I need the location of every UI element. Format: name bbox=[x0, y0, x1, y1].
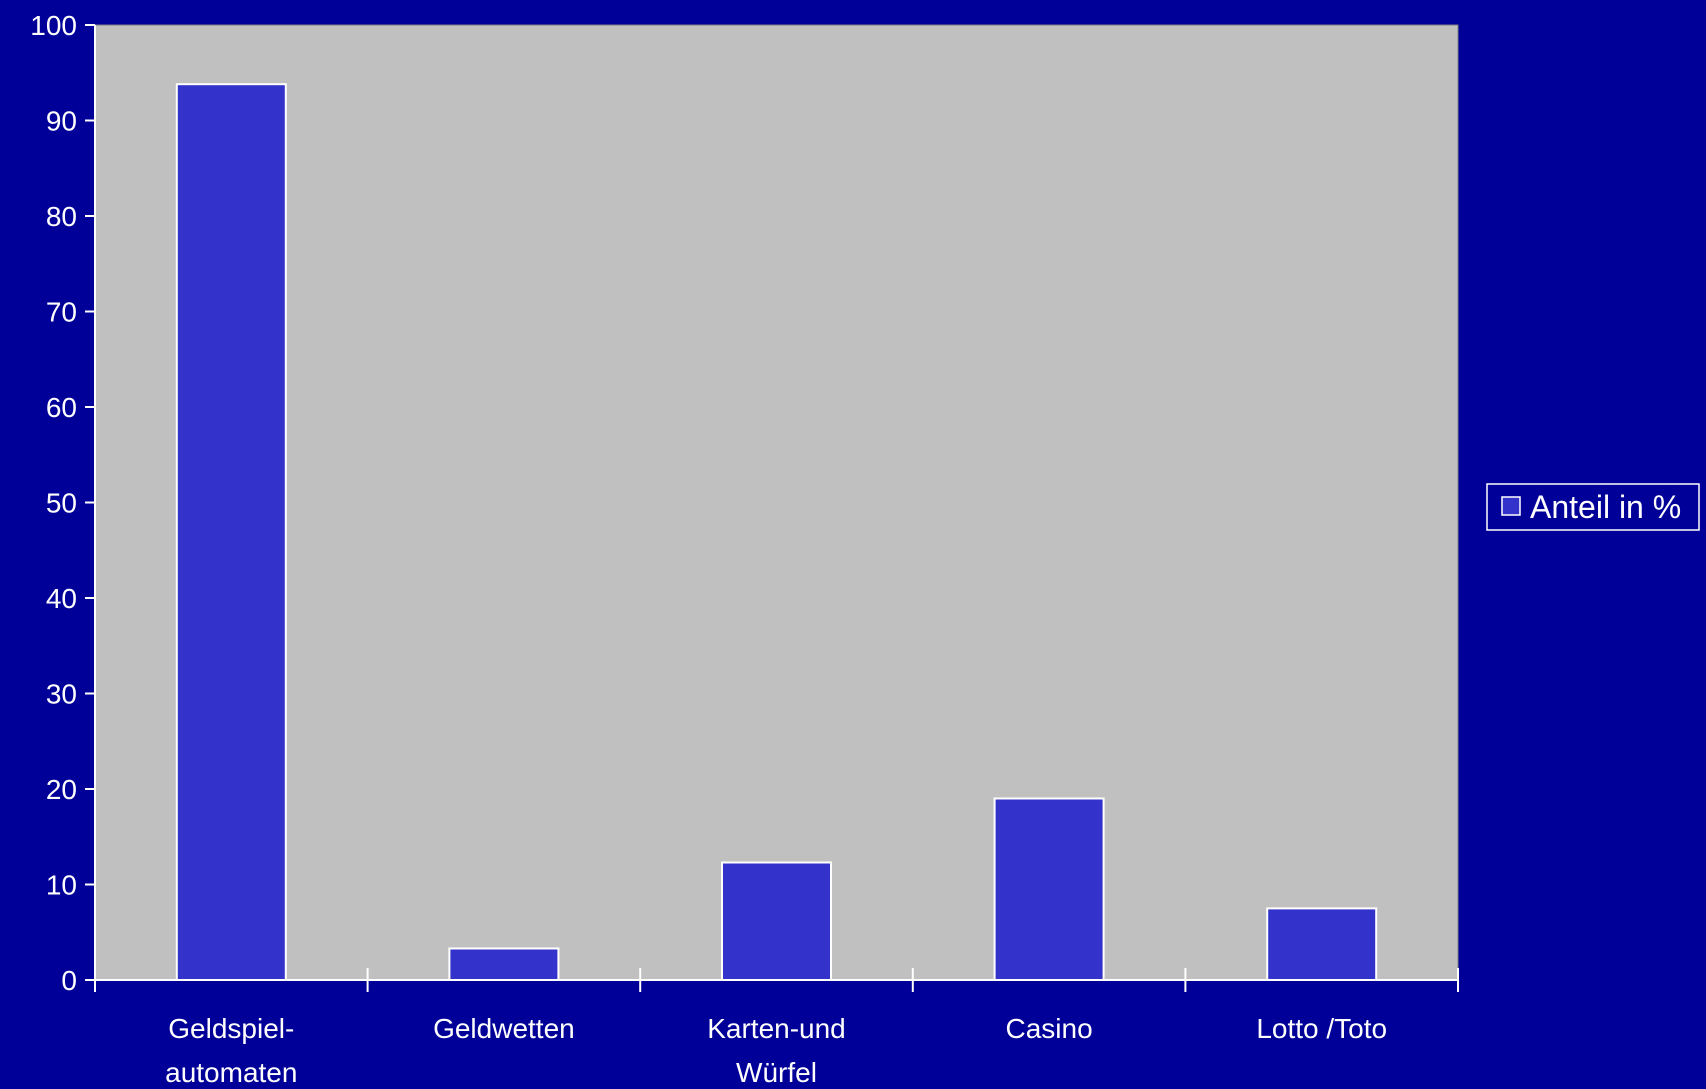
axes-group bbox=[85, 24, 1459, 992]
y-tick-label-100: 100 bbox=[30, 10, 77, 41]
bar-2 bbox=[721, 861, 832, 981]
y-tick-label-60: 60 bbox=[46, 392, 77, 423]
y-tick-label-80: 80 bbox=[46, 201, 77, 232]
y-tick-label-0: 0 bbox=[61, 965, 77, 996]
y-tick-label-40: 40 bbox=[46, 583, 77, 614]
bar-3 bbox=[993, 797, 1105, 981]
bars-group bbox=[175, 83, 1378, 982]
plot-area bbox=[94, 24, 1459, 981]
y-axis-tick-labels: 0 10 20 30 40 50 60 70 80 90 100 bbox=[30, 10, 77, 996]
y-tick-label-30: 30 bbox=[46, 679, 77, 710]
x-tick-label-1: Geldwetten bbox=[433, 1013, 575, 1044]
legend: Anteil in % bbox=[1486, 483, 1700, 531]
legend-swatch bbox=[1501, 496, 1521, 516]
legend-label-anteil: Anteil in % bbox=[1530, 489, 1681, 525]
bar-4 bbox=[1266, 907, 1378, 982]
bar-0 bbox=[175, 83, 287, 981]
y-tick-label-10: 10 bbox=[46, 870, 77, 901]
x-axis-tick-labels: Geldspiel-automaten Geldwetten Karten-und W… bbox=[165, 1013, 1387, 1088]
x-tick-label-4: Lotto /Toto bbox=[1256, 1013, 1387, 1044]
legend-box bbox=[1486, 483, 1700, 531]
x-tick-label-2: Karten-und Würfel bbox=[707, 1013, 846, 1088]
bar-1 bbox=[448, 947, 560, 981]
y-tick-label-50: 50 bbox=[46, 488, 77, 519]
x-tick-label-3: Casino bbox=[1006, 1013, 1093, 1044]
y-tick-label-20: 20 bbox=[46, 774, 77, 805]
y-tick-label-70: 70 bbox=[46, 297, 77, 328]
x-tick-label-0: Geldspiel-automaten bbox=[165, 1013, 297, 1088]
y-tick-label-90: 90 bbox=[46, 106, 77, 137]
